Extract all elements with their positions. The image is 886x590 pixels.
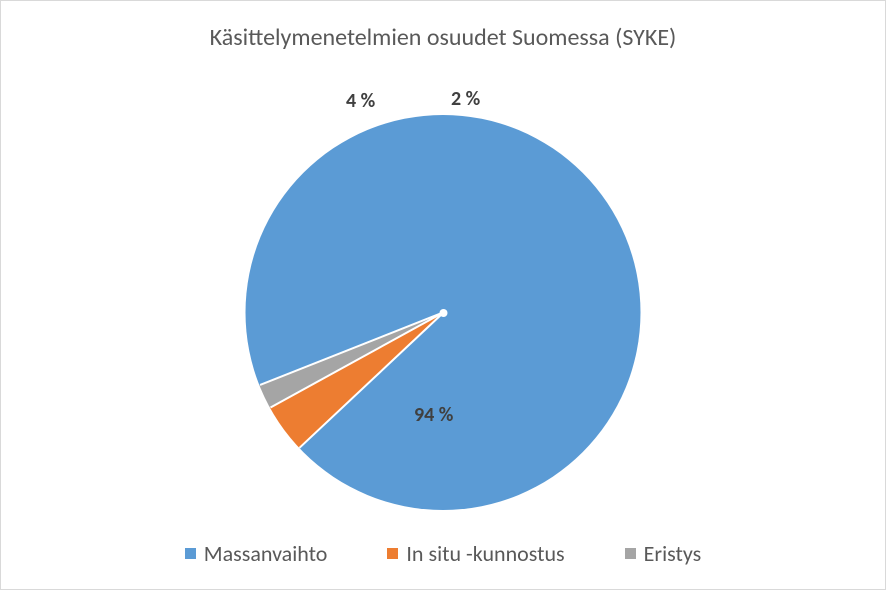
legend-label: In situ -kunnostus xyxy=(406,540,564,567)
pie-chart-container: Käsittelymenetelmien osuudet Suomessa (S… xyxy=(0,0,886,590)
legend-swatch xyxy=(625,548,636,559)
data-label-eristys: 2 % xyxy=(451,87,480,111)
legend-label: Massanvaihto xyxy=(204,540,328,567)
legend-item-in-situ: In situ -kunnostus xyxy=(387,540,564,567)
data-label-massanvaihto: 94 % xyxy=(414,403,453,427)
legend-item-massanvaihto: Massanvaihto xyxy=(185,540,328,567)
legend-swatch xyxy=(185,548,196,559)
chart-title: Käsittelymenetelmien osuudet Suomessa (S… xyxy=(1,23,885,52)
legend-label: Eristys xyxy=(644,540,702,567)
chart-legend: Massanvaihto In situ -kunnostus Eristys xyxy=(1,540,885,567)
data-label-in-situ: 4 % xyxy=(346,89,375,113)
legend-swatch xyxy=(387,548,398,559)
legend-item-eristys: Eristys xyxy=(625,540,702,567)
pie-wrap xyxy=(246,115,641,510)
